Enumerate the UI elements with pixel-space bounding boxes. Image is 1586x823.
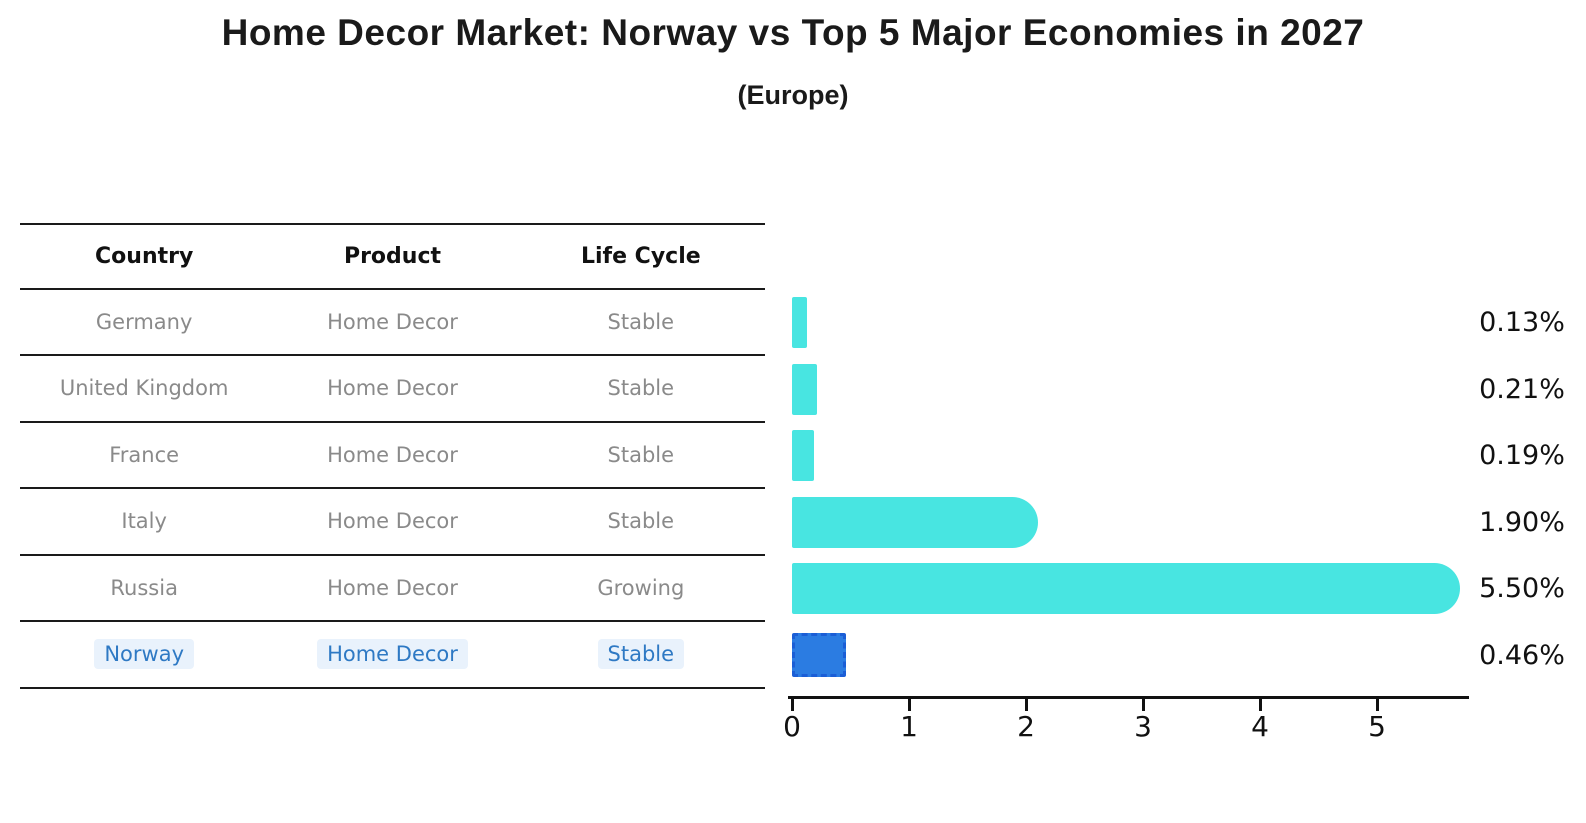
cell-text: Stable xyxy=(597,639,685,670)
cell-text: Germany xyxy=(95,309,193,334)
x-tick-0 xyxy=(790,696,794,711)
value-label-norway: 0.46% xyxy=(1479,639,1565,671)
x-tick-label-3: 3 xyxy=(1134,710,1152,743)
value-label-germany: 0.13% xyxy=(1479,307,1565,339)
cell-product-norway: Home Decor xyxy=(268,639,516,670)
cell-product-united-kingdom: Home Decor xyxy=(268,376,516,400)
cell-text: Italy xyxy=(121,509,167,534)
column-header-product: Product xyxy=(343,243,442,269)
cell-country-germany: Germany xyxy=(20,310,268,334)
cell-product-italy: Home Decor xyxy=(268,509,516,533)
cell-text: Stable xyxy=(607,509,675,534)
cell-text: Stable xyxy=(607,376,675,401)
bar-united-kingdom xyxy=(792,363,817,415)
cell-product-france: Home Decor xyxy=(268,443,516,467)
cell-text: Stable xyxy=(607,442,675,467)
table-body: Germany Home Decor Stable United Kingdom Hom… xyxy=(20,290,765,689)
cell-text: Home Decor xyxy=(327,376,458,401)
value-label-france: 0.19% xyxy=(1479,440,1565,472)
cell-country-united-kingdom: United Kingdom xyxy=(20,376,268,400)
cell-text: Growing xyxy=(597,575,685,600)
bar-italy xyxy=(792,496,1039,548)
table-row-russia: Russia Home Decor Growing xyxy=(20,556,765,622)
chart-subtitle: (Europe) xyxy=(737,80,849,110)
x-tick-label-5: 5 xyxy=(1368,710,1386,743)
table-row-norway: Norway Home Decor Stable xyxy=(20,622,765,689)
x-tick-label-4: 4 xyxy=(1251,710,1269,743)
chart-title: Home Decor Market: Norway vs Top 5 Major… xyxy=(221,12,1365,53)
cell-life-cycle-united-kingdom: Stable xyxy=(517,376,765,400)
x-tick-label-0: 0 xyxy=(783,710,801,743)
x-tick-label-1: 1 xyxy=(900,710,918,743)
bar-russia xyxy=(792,563,1460,615)
cell-life-cycle-france: Stable xyxy=(517,443,765,467)
table-row-germany: Germany Home Decor Stable xyxy=(20,290,765,356)
cell-life-cycle-russia: Growing xyxy=(517,576,765,600)
bar-france xyxy=(792,430,815,482)
table-row-france: France Home Decor Stable xyxy=(20,423,765,489)
cell-product-germany: Home Decor xyxy=(268,310,516,334)
x-tick-label-2: 2 xyxy=(1017,710,1035,743)
cell-text: Norway xyxy=(94,639,194,670)
table-row-united-kingdom: United Kingdom Home Decor Stable xyxy=(20,356,765,423)
column-header-country: Country xyxy=(95,243,194,269)
cell-country-norway: Norway xyxy=(20,639,268,670)
cell-life-cycle-italy: Stable xyxy=(517,509,765,533)
value-label-united-kingdom: 0.21% xyxy=(1479,373,1565,405)
cell-text: Home Decor xyxy=(327,575,458,600)
value-label-russia: 5.50% xyxy=(1479,573,1565,605)
cell-text: Home Decor xyxy=(327,442,458,467)
cell-country-france: France xyxy=(20,443,268,467)
value-label-italy: 1.90% xyxy=(1479,506,1565,538)
bar-germany xyxy=(792,297,808,349)
x-tick-1 xyxy=(907,696,911,711)
cell-life-cycle-germany: Stable xyxy=(517,310,765,334)
x-tick-2 xyxy=(1024,696,1028,711)
cell-text: France xyxy=(109,442,180,467)
cell-text: Home Decor xyxy=(327,509,458,534)
cell-text: Stable xyxy=(607,309,675,334)
table-header-row: Country Product Life Cycle xyxy=(20,223,765,290)
cell-text: Russia xyxy=(110,575,178,600)
cell-text: United Kingdom xyxy=(59,376,229,401)
x-axis-line xyxy=(788,696,1469,699)
cell-text: Home Decor xyxy=(327,309,458,334)
x-tick-5 xyxy=(1375,696,1379,711)
x-tick-4 xyxy=(1258,696,1262,711)
bar-norway xyxy=(792,633,846,678)
country-table: Country Product Life Cycle Germany Home D… xyxy=(20,223,765,689)
cell-text: Home Decor xyxy=(317,639,468,670)
cell-product-russia: Home Decor xyxy=(268,576,516,600)
table-row-italy: Italy Home Decor Stable xyxy=(20,489,765,556)
column-header-life-cycle: Life Cycle xyxy=(580,243,701,269)
cell-country-russia: Russia xyxy=(20,576,268,600)
cell-country-italy: Italy xyxy=(20,509,268,533)
cell-life-cycle-norway: Stable xyxy=(517,639,765,670)
x-tick-3 xyxy=(1141,696,1145,711)
